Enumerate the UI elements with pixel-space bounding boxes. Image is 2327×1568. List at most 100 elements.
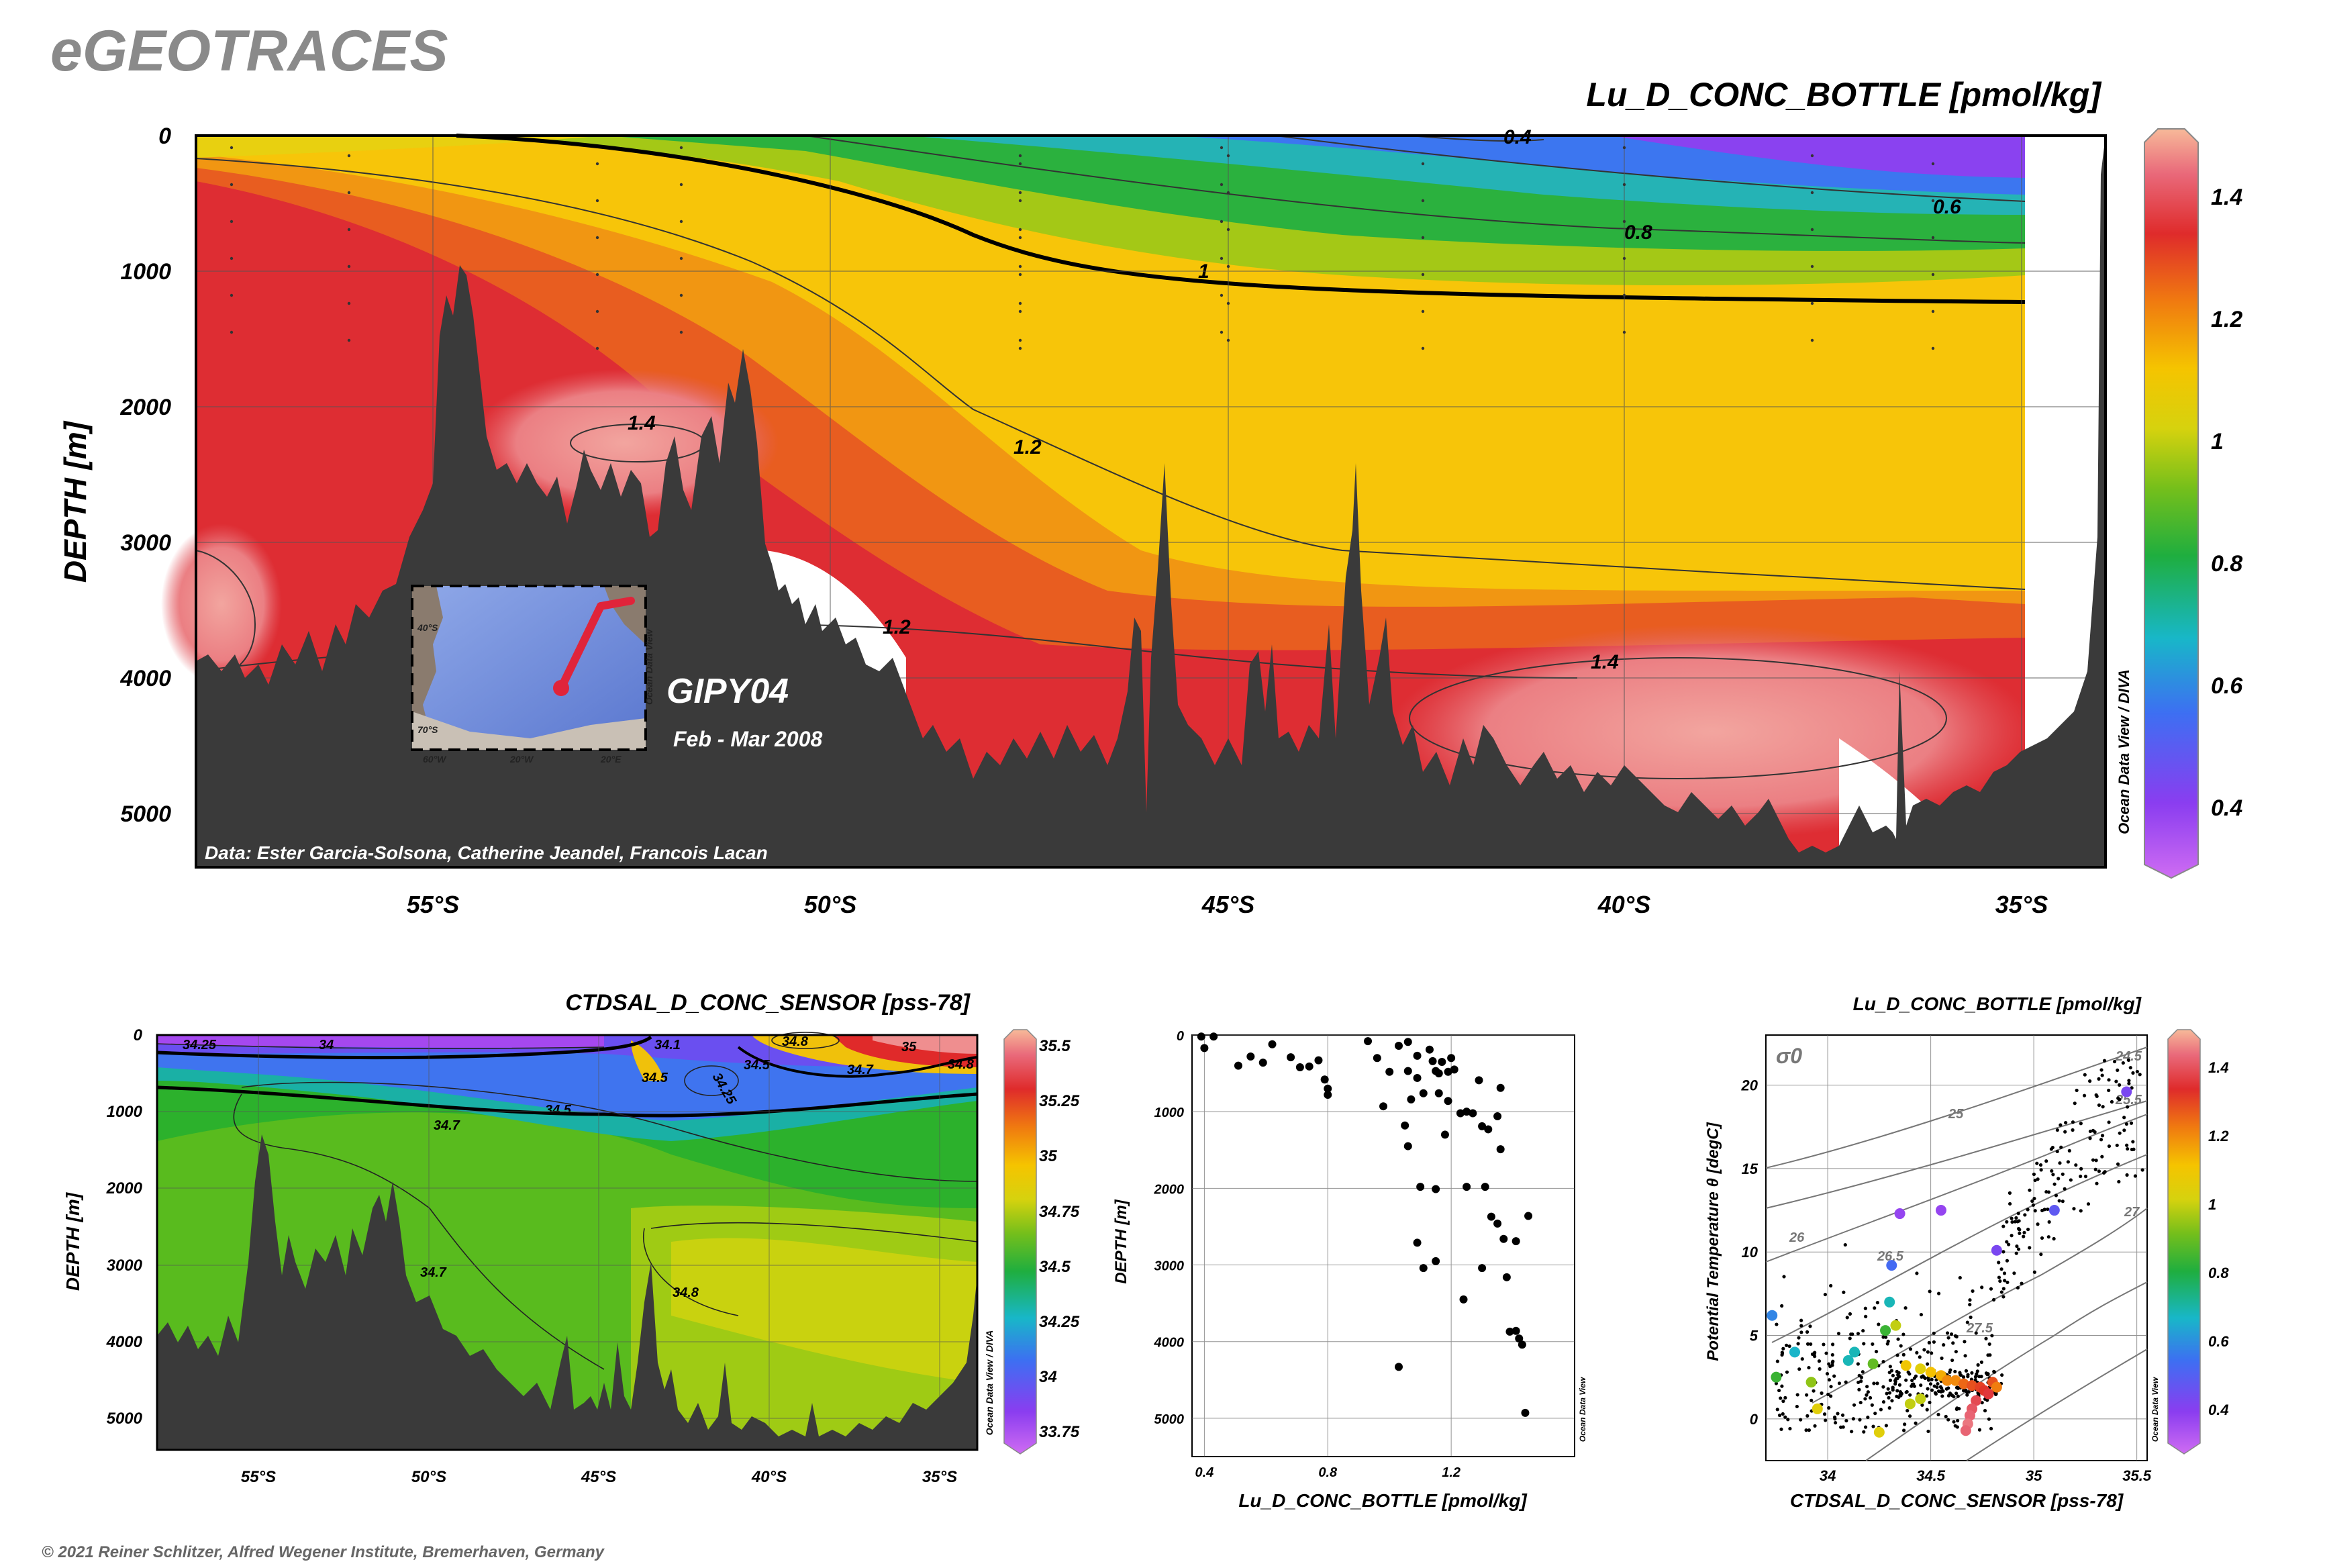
background-point bbox=[1904, 1378, 1908, 1382]
background-point bbox=[1818, 1367, 1822, 1371]
background-point bbox=[1968, 1298, 1972, 1302]
background-point bbox=[1891, 1388, 1895, 1392]
y-tick-label: 2000 bbox=[1154, 1182, 1185, 1197]
colorbar-tick: 0.6 bbox=[2208, 1333, 2229, 1350]
background-point bbox=[1936, 1412, 1940, 1416]
background-point bbox=[1969, 1315, 1973, 1320]
data-point bbox=[1942, 1375, 1953, 1386]
background-point bbox=[1890, 1399, 1894, 1403]
sample-point bbox=[679, 256, 683, 260]
background-point bbox=[2026, 1208, 2030, 1212]
contour-label: 34.5 bbox=[744, 1058, 771, 1073]
background-point bbox=[1944, 1387, 1948, 1391]
background-point bbox=[1951, 1341, 1955, 1345]
sample-point bbox=[1810, 228, 1814, 232]
background-point bbox=[2050, 1169, 2054, 1173]
sample-point bbox=[1226, 154, 1230, 158]
background-point bbox=[1983, 1409, 1987, 1413]
background-point bbox=[1866, 1415, 1870, 1420]
background-point bbox=[1954, 1385, 1959, 1389]
background-point bbox=[1824, 1418, 1828, 1422]
data-point bbox=[1413, 1051, 1422, 1060]
background-point bbox=[1891, 1373, 1895, 1377]
background-point bbox=[2118, 1097, 2122, 1101]
sample-point bbox=[1810, 154, 1814, 158]
background-point bbox=[1925, 1394, 1929, 1398]
background-point bbox=[1967, 1390, 1971, 1394]
colorbar-tick: 34.75 bbox=[1039, 1203, 1080, 1221]
background-point bbox=[2069, 1178, 2073, 1182]
background-point bbox=[2047, 1220, 2051, 1224]
background-point bbox=[1990, 1334, 1994, 1338]
background-point bbox=[1896, 1373, 1900, 1377]
sample-point bbox=[1931, 346, 1935, 350]
background-point bbox=[1830, 1361, 1834, 1365]
background-point bbox=[2114, 1079, 2118, 1083]
background-point bbox=[1896, 1337, 1900, 1341]
background-point bbox=[1963, 1354, 1967, 1358]
background-point bbox=[1919, 1383, 1923, 1387]
background-point bbox=[2055, 1128, 2059, 1132]
data-point bbox=[1884, 1296, 1895, 1308]
sample-point bbox=[595, 199, 599, 203]
background-point bbox=[2128, 1066, 2132, 1070]
background-point bbox=[2032, 1270, 2036, 1274]
y-tick-label: 5000 bbox=[107, 1410, 143, 1428]
contour-label: 34.1 bbox=[654, 1038, 681, 1052]
contour-label: 34.8 bbox=[782, 1034, 809, 1049]
background-point bbox=[1851, 1417, 1855, 1421]
background-point bbox=[1998, 1279, 2002, 1283]
background-point bbox=[1863, 1397, 1867, 1401]
data-point bbox=[1438, 1057, 1446, 1066]
sample-point bbox=[679, 293, 683, 297]
data-point bbox=[1475, 1076, 1483, 1085]
background-point bbox=[1823, 1292, 1828, 1297]
sample-point bbox=[1810, 264, 1814, 268]
background-point bbox=[2005, 1259, 2010, 1263]
main-chart-title: Lu_D_CONC_BOTTLE [pmol/kg] bbox=[1586, 76, 2102, 113]
background-point bbox=[2033, 1178, 2037, 1183]
data-point bbox=[1499, 1234, 1508, 1243]
background-point bbox=[1908, 1414, 1912, 1418]
background-point bbox=[1812, 1351, 1817, 1356]
background-point bbox=[2091, 1128, 2095, 1133]
background-point bbox=[1788, 1426, 1792, 1431]
data-point bbox=[1971, 1395, 1982, 1406]
y-tick-label: 3000 bbox=[107, 1257, 143, 1275]
data-point bbox=[1373, 1054, 1381, 1063]
profile-y-axis-title: DEPTH [m] bbox=[1112, 1199, 1130, 1283]
background-point bbox=[2091, 1158, 2095, 1162]
y-tick-label: 5 bbox=[1750, 1328, 1759, 1344]
sample-point bbox=[1018, 346, 1022, 350]
background-point bbox=[1885, 1391, 1889, 1395]
data-point bbox=[1469, 1109, 1477, 1118]
background-point bbox=[2033, 1209, 2037, 1213]
background-point bbox=[1817, 1359, 1822, 1363]
background-point bbox=[1922, 1348, 1926, 1352]
data-point bbox=[1444, 1067, 1452, 1076]
background-point bbox=[1887, 1406, 1891, 1410]
ts-colored-points bbox=[1767, 1086, 2132, 1438]
background-point bbox=[2010, 1234, 2014, 1238]
background-point bbox=[1848, 1312, 1852, 1316]
background-point bbox=[1920, 1403, 1924, 1407]
data-point bbox=[1463, 1108, 1471, 1116]
background-point bbox=[1856, 1380, 1861, 1385]
ts-colorbar: 1.4 1.2 1 0.8 0.6 0.4 bbox=[2167, 1029, 2229, 1455]
data-point bbox=[1419, 1089, 1428, 1097]
data-point bbox=[1403, 1067, 1412, 1075]
background-point bbox=[2122, 1116, 2126, 1120]
background-point bbox=[1893, 1379, 1897, 1383]
background-point bbox=[1784, 1343, 1789, 1347]
ts-watermark: Ocean Data View bbox=[2150, 1377, 2160, 1442]
background-point bbox=[1893, 1382, 1897, 1386]
background-point bbox=[1872, 1381, 1876, 1385]
background-point bbox=[2099, 1138, 2103, 1142]
background-point bbox=[2016, 1285, 2020, 1290]
data-point bbox=[1320, 1075, 1329, 1084]
ts-chart-title: Lu_D_CONC_BOTTLE [pmol/kg] bbox=[1853, 993, 2142, 1014]
contour-label: 34.8 bbox=[673, 1285, 699, 1300]
background-point bbox=[1908, 1393, 1912, 1397]
main-watermark: Ocean Data View / DIVA bbox=[2116, 669, 2132, 834]
